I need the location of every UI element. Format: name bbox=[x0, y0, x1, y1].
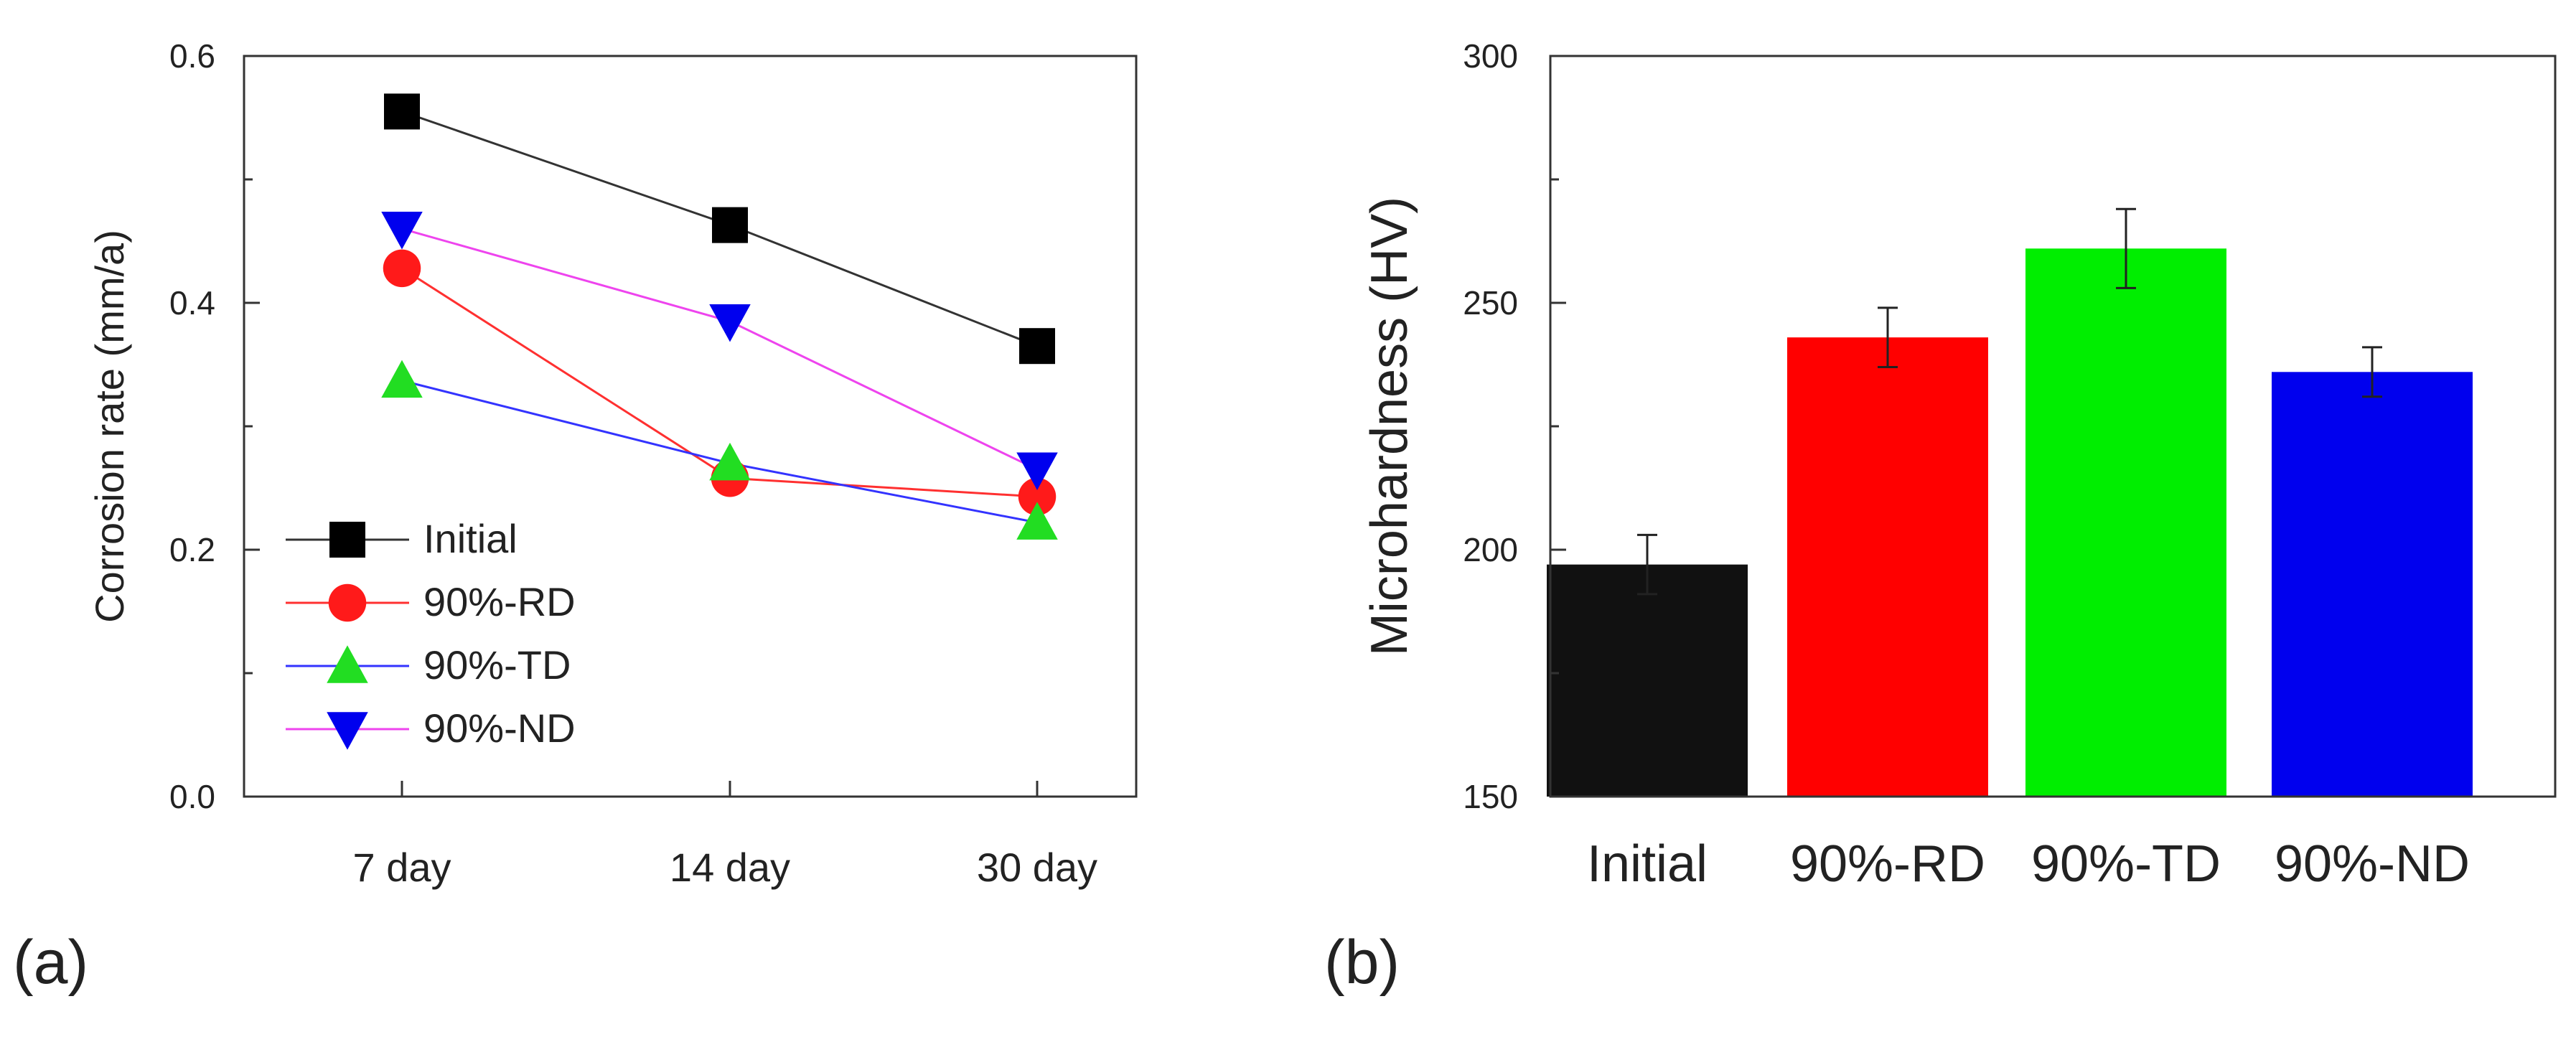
data-point-90-nd bbox=[381, 212, 423, 250]
legend-a: Initial 90%-RD 90%-TD 90%-ND bbox=[286, 516, 576, 751]
legend-marker-90-rd bbox=[328, 583, 367, 622]
microhardness-chart: Microhardness (HV) 150 200 250 300 Initi… bbox=[1324, 37, 2557, 997]
legend-label-90td: 90%-TD bbox=[423, 642, 571, 688]
x-tick-label: Initial bbox=[1587, 835, 1708, 893]
data-point-90-nd bbox=[709, 304, 751, 342]
data-point-90-rd bbox=[383, 249, 421, 288]
y-axis-b bbox=[1550, 55, 1566, 798]
y-tick-label: 0.6 bbox=[169, 37, 215, 75]
bars-b bbox=[1547, 248, 2473, 797]
data-point-90-td bbox=[381, 360, 423, 398]
data-point-90-td bbox=[1016, 502, 1058, 540]
x-axis-a bbox=[401, 781, 1039, 797]
series-line-90-td bbox=[401, 379, 1038, 524]
data-point-initial bbox=[384, 93, 420, 130]
legend-marker-initial bbox=[329, 522, 365, 558]
panel-label-a: (a) bbox=[13, 928, 88, 997]
y-tick-label: 0.0 bbox=[169, 778, 215, 815]
y-tick-label: 200 bbox=[1463, 531, 1518, 568]
panel-label-b: (b) bbox=[1324, 928, 1400, 997]
x-tick-label: 90%-RD bbox=[1790, 835, 1985, 893]
y-tick-label: 250 bbox=[1463, 284, 1518, 322]
legend-label-initial: Initial bbox=[423, 516, 517, 561]
error-bars-b bbox=[1637, 207, 2382, 596]
bar-90-nd bbox=[2272, 372, 2473, 797]
legend-marker-90-nd bbox=[327, 712, 368, 750]
bar-90-rd bbox=[1787, 337, 1988, 797]
x-tick-label: 30 day bbox=[977, 845, 1097, 890]
data-point-initial bbox=[712, 207, 748, 243]
data-point-90-nd bbox=[1016, 452, 1058, 490]
y-axis-a bbox=[244, 55, 260, 798]
legend-label-90nd: 90%-ND bbox=[423, 705, 576, 751]
x-tick-label: 14 day bbox=[670, 845, 790, 890]
y-axis-label-a: Corrosion rate (mm/a) bbox=[87, 230, 132, 623]
bar-90-td bbox=[2025, 248, 2226, 797]
y-tick-label: 150 bbox=[1463, 778, 1518, 815]
data-point-90-td bbox=[709, 442, 751, 481]
x-tick-label: 7 day bbox=[353, 845, 451, 890]
y-tick-label: 0.4 bbox=[169, 284, 215, 322]
x-tick-label: 90%-TD bbox=[2031, 835, 2221, 893]
y-tick-label: 300 bbox=[1463, 37, 1518, 75]
series-line-90-nd bbox=[401, 227, 1038, 471]
legend-marker-90-td bbox=[327, 645, 368, 683]
y-tick-label: 0.2 bbox=[169, 531, 215, 568]
corrosion-rate-chart: Corrosion rate (mm/a) 7 day 14 day 30 da… bbox=[13, 37, 1138, 997]
legend-symbols bbox=[286, 522, 409, 750]
plot-a-frame bbox=[243, 55, 1138, 798]
bar-initial bbox=[1547, 564, 1748, 797]
y-axis-label-b: Microhardness (HV) bbox=[1361, 197, 1418, 656]
x-tick-label: 90%-ND bbox=[2275, 835, 2470, 893]
data-point-90-rd bbox=[1018, 477, 1057, 516]
legend-label-90rd: 90%-RD bbox=[423, 579, 576, 624]
series-markers-a bbox=[381, 93, 1058, 540]
data-point-initial bbox=[1019, 328, 1055, 365]
